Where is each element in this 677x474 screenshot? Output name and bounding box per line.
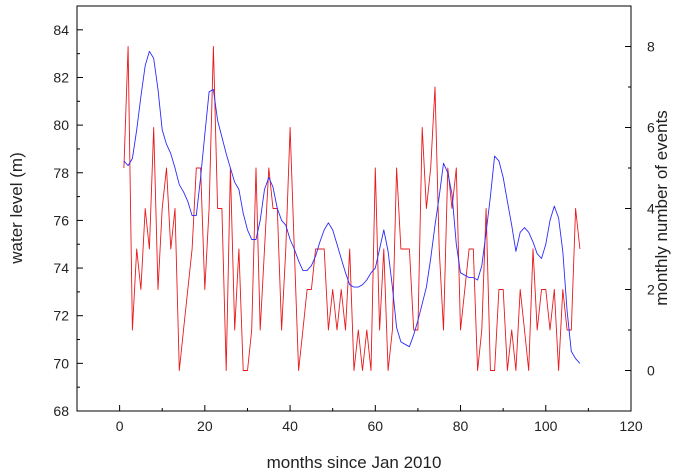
- x-tick-label: 100: [534, 418, 558, 434]
- y-axis-left-title: water level (m): [7, 152, 26, 264]
- y-right-tick-label: 8: [647, 39, 655, 55]
- series-layer: [123, 46, 581, 371]
- y-left-tick-label: 80: [53, 117, 69, 133]
- x-tick-label: 120: [619, 418, 643, 434]
- y-left-tick-label: 82: [53, 69, 69, 85]
- y-left-tick-label: 84: [53, 22, 69, 38]
- x-tick-label: 60: [368, 418, 384, 434]
- y-left-tick-label: 78: [53, 165, 69, 181]
- x-tick-label: 40: [282, 418, 298, 434]
- x-tick-label: 80: [453, 418, 469, 434]
- y-right-tick-label: 4: [647, 201, 655, 217]
- series-line-1: [123, 50, 581, 364]
- y-left-tick-label: 70: [53, 355, 69, 371]
- y-right-tick-label: 2: [647, 282, 655, 298]
- y-left-tick-label: 76: [53, 212, 69, 228]
- ticks: [76, 29, 632, 412]
- x-tick-label: 20: [197, 418, 213, 434]
- x-axis-title: months since Jan 2010: [267, 453, 442, 472]
- y-left-tick-label: 72: [53, 308, 69, 324]
- series-line-0: [123, 46, 581, 371]
- y-right-tick-label: 6: [647, 120, 655, 136]
- y-axis-right-title: monthly number of events: [652, 110, 671, 306]
- plot-frame: [76, 5, 632, 412]
- y-left-tick-label: 74: [53, 260, 69, 276]
- y-left-tick-label: 68: [53, 403, 69, 419]
- y-right-tick-label: 0: [647, 363, 655, 379]
- x-tick-label: 0: [116, 418, 124, 434]
